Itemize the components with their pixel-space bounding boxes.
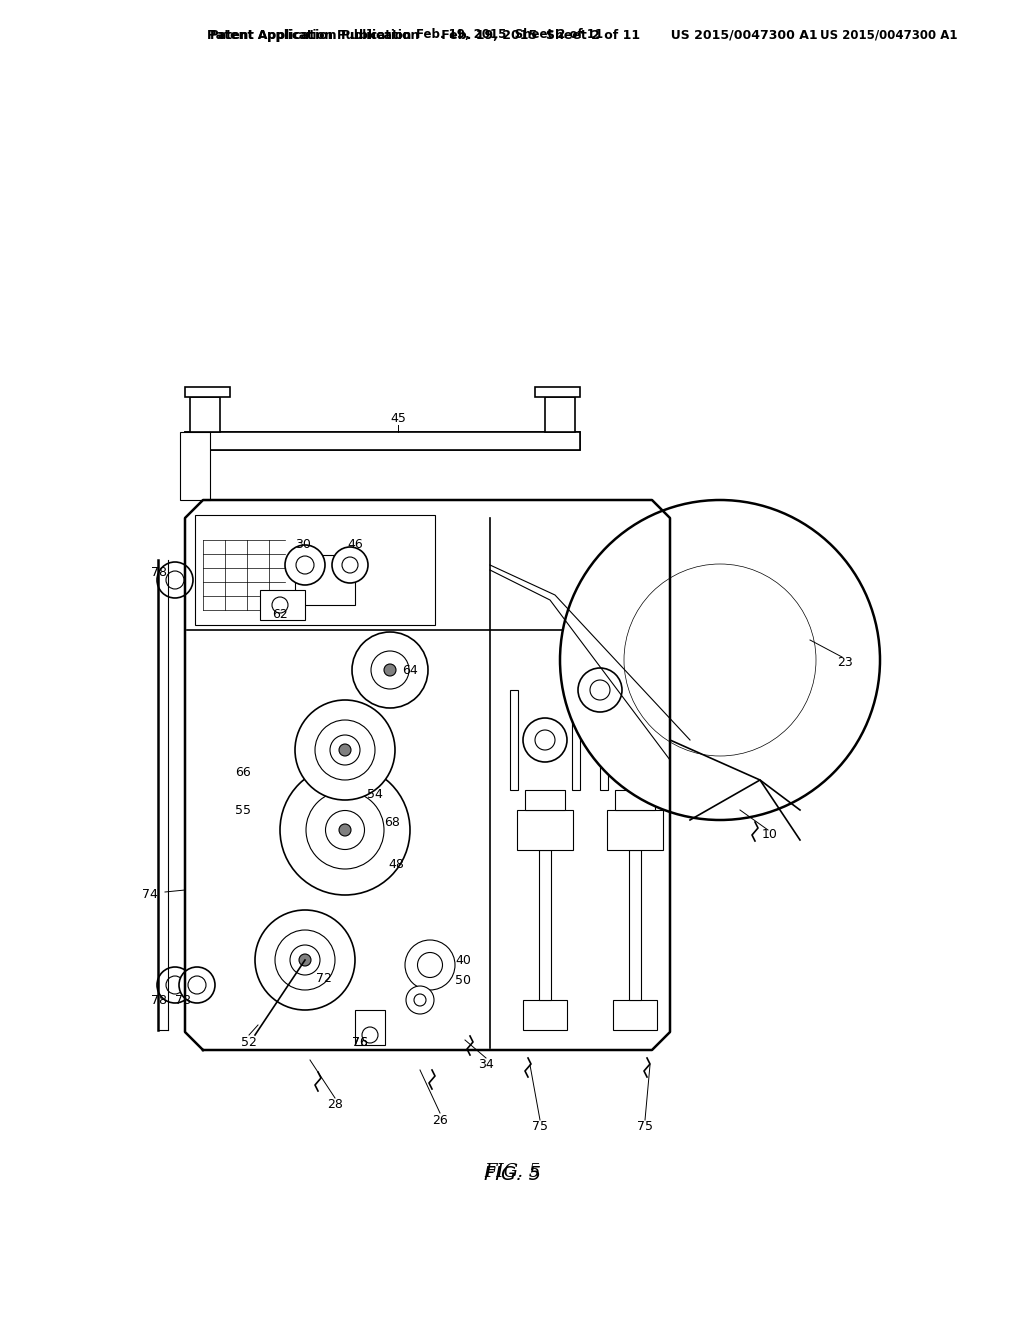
Circle shape: [306, 791, 384, 869]
Text: 34: 34: [478, 1059, 494, 1072]
Bar: [295, 554, 355, 605]
Text: 66: 66: [236, 766, 251, 779]
Circle shape: [590, 680, 610, 700]
Circle shape: [272, 597, 288, 612]
Circle shape: [362, 1027, 378, 1043]
Text: Feb. 19, 2015  Sheet 2 of 11: Feb. 19, 2015 Sheet 2 of 11: [417, 29, 603, 41]
Circle shape: [560, 500, 880, 820]
Text: 76: 76: [352, 1035, 368, 1048]
Bar: [185, 432, 580, 450]
Circle shape: [613, 718, 657, 762]
Text: 75: 75: [532, 1121, 548, 1134]
Circle shape: [371, 651, 409, 689]
Circle shape: [535, 730, 555, 750]
Text: 23: 23: [838, 656, 853, 668]
Bar: [260, 590, 305, 620]
Circle shape: [406, 940, 455, 990]
Circle shape: [414, 994, 426, 1006]
Bar: [517, 810, 573, 850]
Text: FIG. 5: FIG. 5: [483, 1166, 541, 1184]
Circle shape: [296, 556, 314, 574]
Text: 72: 72: [316, 972, 332, 985]
Circle shape: [290, 945, 319, 975]
Text: 46: 46: [347, 539, 362, 552]
Circle shape: [166, 572, 184, 589]
Text: 68: 68: [384, 816, 400, 829]
Text: 76: 76: [352, 1035, 368, 1048]
Text: 78: 78: [151, 565, 167, 578]
Text: 50: 50: [455, 974, 471, 986]
Text: 78: 78: [151, 994, 167, 1006]
Circle shape: [339, 824, 351, 836]
Text: 55: 55: [234, 804, 251, 817]
Circle shape: [406, 986, 434, 1014]
Circle shape: [705, 644, 736, 676]
Bar: [185, 432, 580, 450]
Text: 78: 78: [175, 994, 191, 1006]
Text: Patent Application Publication: Patent Application Publication: [210, 29, 412, 41]
Circle shape: [315, 719, 375, 780]
Text: 48: 48: [388, 858, 403, 871]
Circle shape: [275, 931, 335, 990]
Circle shape: [332, 546, 368, 583]
Bar: [195, 515, 435, 624]
Bar: [355, 1010, 385, 1045]
Circle shape: [166, 975, 184, 994]
Bar: [539, 850, 551, 1001]
Text: 10: 10: [762, 829, 778, 842]
Circle shape: [523, 718, 567, 762]
Text: 64: 64: [402, 664, 418, 676]
Bar: [613, 1001, 657, 1030]
Circle shape: [157, 968, 193, 1003]
Circle shape: [179, 968, 215, 1003]
Circle shape: [280, 766, 410, 895]
Text: 40: 40: [455, 953, 471, 966]
Bar: [615, 789, 655, 810]
Circle shape: [330, 735, 360, 766]
Text: 30: 30: [295, 539, 311, 552]
Circle shape: [672, 612, 768, 708]
Text: Patent Application Publication     Feb. 19, 2015  Sheet 2 of 11       US 2015/00: Patent Application Publication Feb. 19, …: [207, 29, 817, 41]
Circle shape: [299, 954, 311, 966]
Bar: [190, 397, 220, 432]
Text: US 2015/0047300 A1: US 2015/0047300 A1: [820, 29, 957, 41]
Bar: [629, 850, 641, 1001]
Circle shape: [295, 700, 395, 800]
Circle shape: [352, 632, 428, 708]
Text: 54: 54: [367, 788, 383, 801]
Text: 62: 62: [272, 609, 288, 622]
Circle shape: [418, 953, 442, 978]
Bar: [662, 690, 670, 789]
Text: 26: 26: [432, 1114, 447, 1126]
Circle shape: [285, 545, 325, 585]
Text: FIG. 5: FIG. 5: [483, 1163, 541, 1181]
Text: 28: 28: [327, 1098, 343, 1111]
Bar: [525, 789, 565, 810]
Circle shape: [188, 975, 206, 994]
Circle shape: [157, 562, 193, 598]
Circle shape: [255, 909, 355, 1010]
Bar: [545, 397, 575, 432]
Circle shape: [339, 744, 351, 756]
Text: 52: 52: [241, 1035, 257, 1048]
Bar: [572, 690, 580, 789]
Circle shape: [384, 664, 396, 676]
Circle shape: [342, 557, 358, 573]
Bar: [535, 387, 580, 397]
Text: 45: 45: [390, 412, 406, 425]
Circle shape: [625, 730, 645, 750]
Bar: [185, 387, 230, 397]
Text: 74: 74: [142, 888, 158, 902]
Circle shape: [578, 668, 622, 711]
Bar: [607, 810, 663, 850]
Bar: [510, 690, 518, 789]
Text: 75: 75: [637, 1121, 653, 1134]
Bar: [523, 1001, 567, 1030]
Bar: [180, 432, 210, 500]
Circle shape: [624, 564, 816, 756]
Bar: [600, 690, 608, 789]
Circle shape: [326, 810, 365, 850]
